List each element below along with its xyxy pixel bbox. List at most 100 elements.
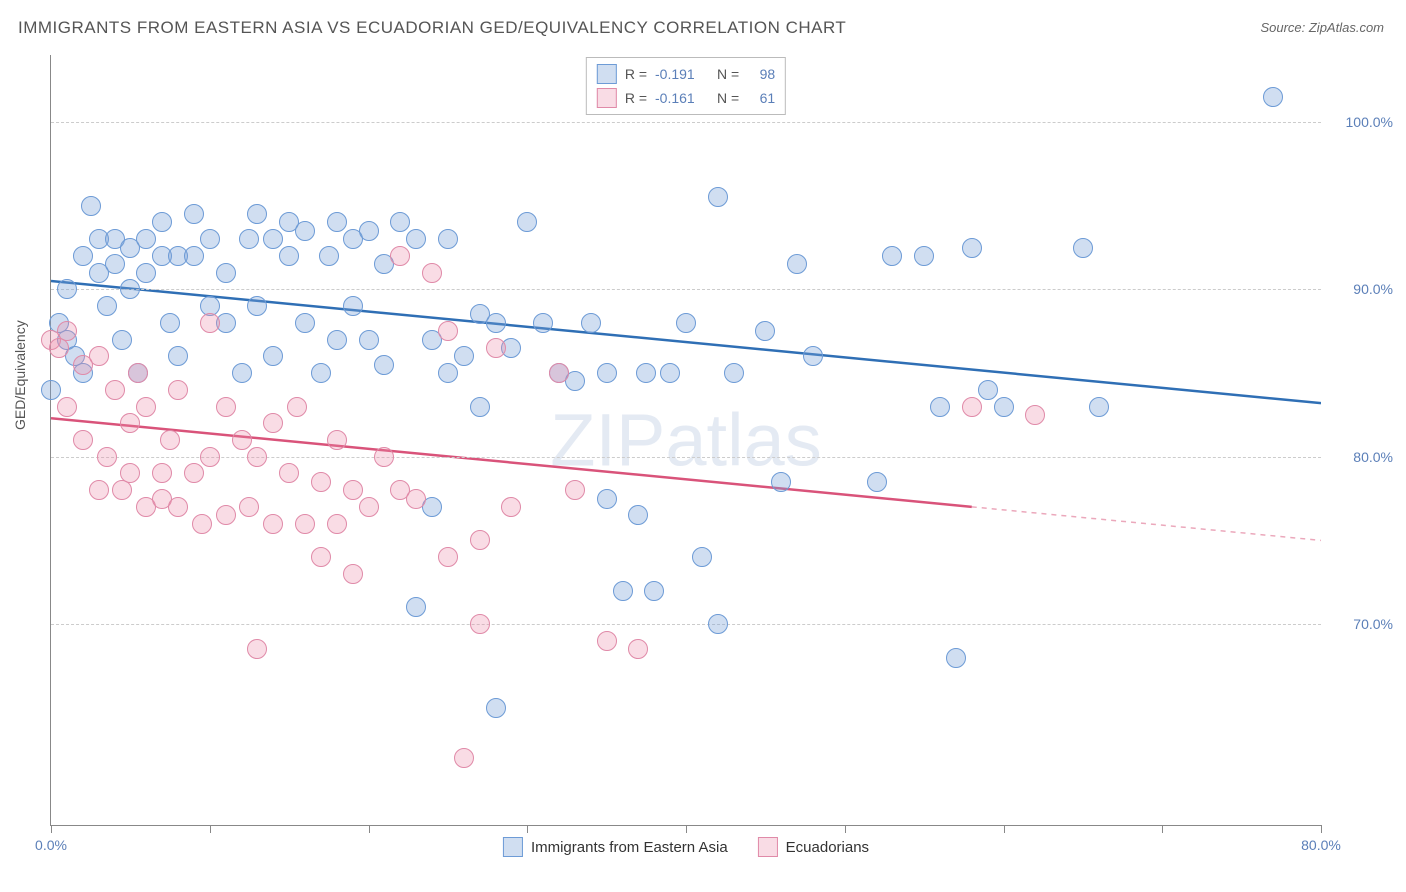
x-tick (369, 825, 370, 833)
scatter-point (374, 355, 394, 375)
scatter-point (263, 229, 283, 249)
scatter-point (438, 229, 458, 249)
scatter-point (438, 321, 458, 341)
scatter-point (946, 648, 966, 668)
scatter-point (120, 463, 140, 483)
x-tick-label: 80.0% (1301, 837, 1341, 853)
legend-r-label: R = (625, 90, 647, 106)
y-tick-label: 100.0% (1333, 114, 1393, 130)
scatter-point (327, 330, 347, 350)
scatter-point (501, 497, 521, 517)
scatter-point (771, 472, 791, 492)
scatter-point (438, 363, 458, 383)
x-tick (1321, 825, 1322, 833)
scatter-point (97, 296, 117, 316)
scatter-point (311, 547, 331, 567)
scatter-point (470, 614, 490, 634)
scatter-point (295, 221, 315, 241)
scatter-point (263, 413, 283, 433)
scatter-point (57, 321, 77, 341)
scatter-point (216, 263, 236, 283)
scatter-point (247, 204, 267, 224)
scatter-point (359, 497, 379, 517)
scatter-point (168, 346, 188, 366)
scatter-point (406, 597, 426, 617)
scatter-point (57, 279, 77, 299)
scatter-point (216, 397, 236, 417)
scatter-point (152, 463, 172, 483)
scatter-point (279, 463, 299, 483)
watermark: ZIPatlas (550, 398, 821, 483)
scatter-point (867, 472, 887, 492)
x-tick (686, 825, 687, 833)
legend-r-value: -0.161 (655, 90, 709, 106)
scatter-point (279, 246, 299, 266)
legend-n-value: 61 (747, 90, 775, 106)
scatter-point (327, 514, 347, 534)
scatter-point (89, 480, 109, 500)
scatter-point (406, 489, 426, 509)
scatter-point (343, 296, 363, 316)
scatter-point (192, 514, 212, 534)
scatter-point (184, 204, 204, 224)
scatter-point (200, 313, 220, 333)
legend-bottom-item: Immigrants from Eastern Asia (503, 837, 728, 857)
scatter-point (1073, 238, 1093, 258)
scatter-point (470, 397, 490, 417)
scatter-point (549, 363, 569, 383)
scatter-point (232, 363, 252, 383)
legend-swatch (597, 64, 617, 84)
scatter-point (787, 254, 807, 274)
scatter-point (581, 313, 601, 333)
scatter-point (327, 430, 347, 450)
scatter-point (359, 221, 379, 241)
scatter-point (613, 581, 633, 601)
scatter-point (247, 296, 267, 316)
scatter-point (105, 380, 125, 400)
x-tick (1004, 825, 1005, 833)
legend-r-value: -0.191 (655, 66, 709, 82)
scatter-point (295, 313, 315, 333)
scatter-point (565, 480, 585, 500)
legend-swatch (758, 837, 778, 857)
scatter-point (708, 187, 728, 207)
scatter-point (597, 363, 617, 383)
scatter-point (486, 698, 506, 718)
scatter-point (390, 246, 410, 266)
scatter-point (136, 229, 156, 249)
x-tick-label: 0.0% (35, 837, 67, 853)
scatter-point (247, 639, 267, 659)
scatter-point (311, 472, 331, 492)
scatter-point (136, 263, 156, 283)
scatter-point (136, 397, 156, 417)
scatter-point (287, 397, 307, 417)
legend-n-value: 98 (747, 66, 775, 82)
scatter-point (692, 547, 712, 567)
legend-swatch (597, 88, 617, 108)
scatter-point (962, 397, 982, 417)
scatter-point (160, 430, 180, 450)
y-tick-label: 80.0% (1333, 449, 1393, 465)
watermark-zip: ZIP (550, 399, 665, 482)
x-tick (1162, 825, 1163, 833)
scatter-point (1263, 87, 1283, 107)
scatter-point (81, 196, 101, 216)
scatter-point (128, 363, 148, 383)
scatter-point (517, 212, 537, 232)
scatter-point (73, 246, 93, 266)
scatter-point (533, 313, 553, 333)
y-tick-label: 70.0% (1333, 616, 1393, 632)
scatter-point (168, 497, 188, 517)
plot-area: ZIPatlas R =-0.191N =98R =-0.161N =61 Im… (50, 55, 1321, 826)
scatter-point (454, 346, 474, 366)
x-tick (845, 825, 846, 833)
scatter-point (882, 246, 902, 266)
scatter-point (105, 254, 125, 274)
trend-line (51, 418, 972, 507)
scatter-point (184, 246, 204, 266)
chart-source: Source: ZipAtlas.com (1260, 20, 1384, 35)
watermark-atlas: atlas (665, 399, 821, 482)
y-axis-label: GED/Equivalency (12, 320, 28, 430)
scatter-point (1089, 397, 1109, 417)
x-tick (527, 825, 528, 833)
